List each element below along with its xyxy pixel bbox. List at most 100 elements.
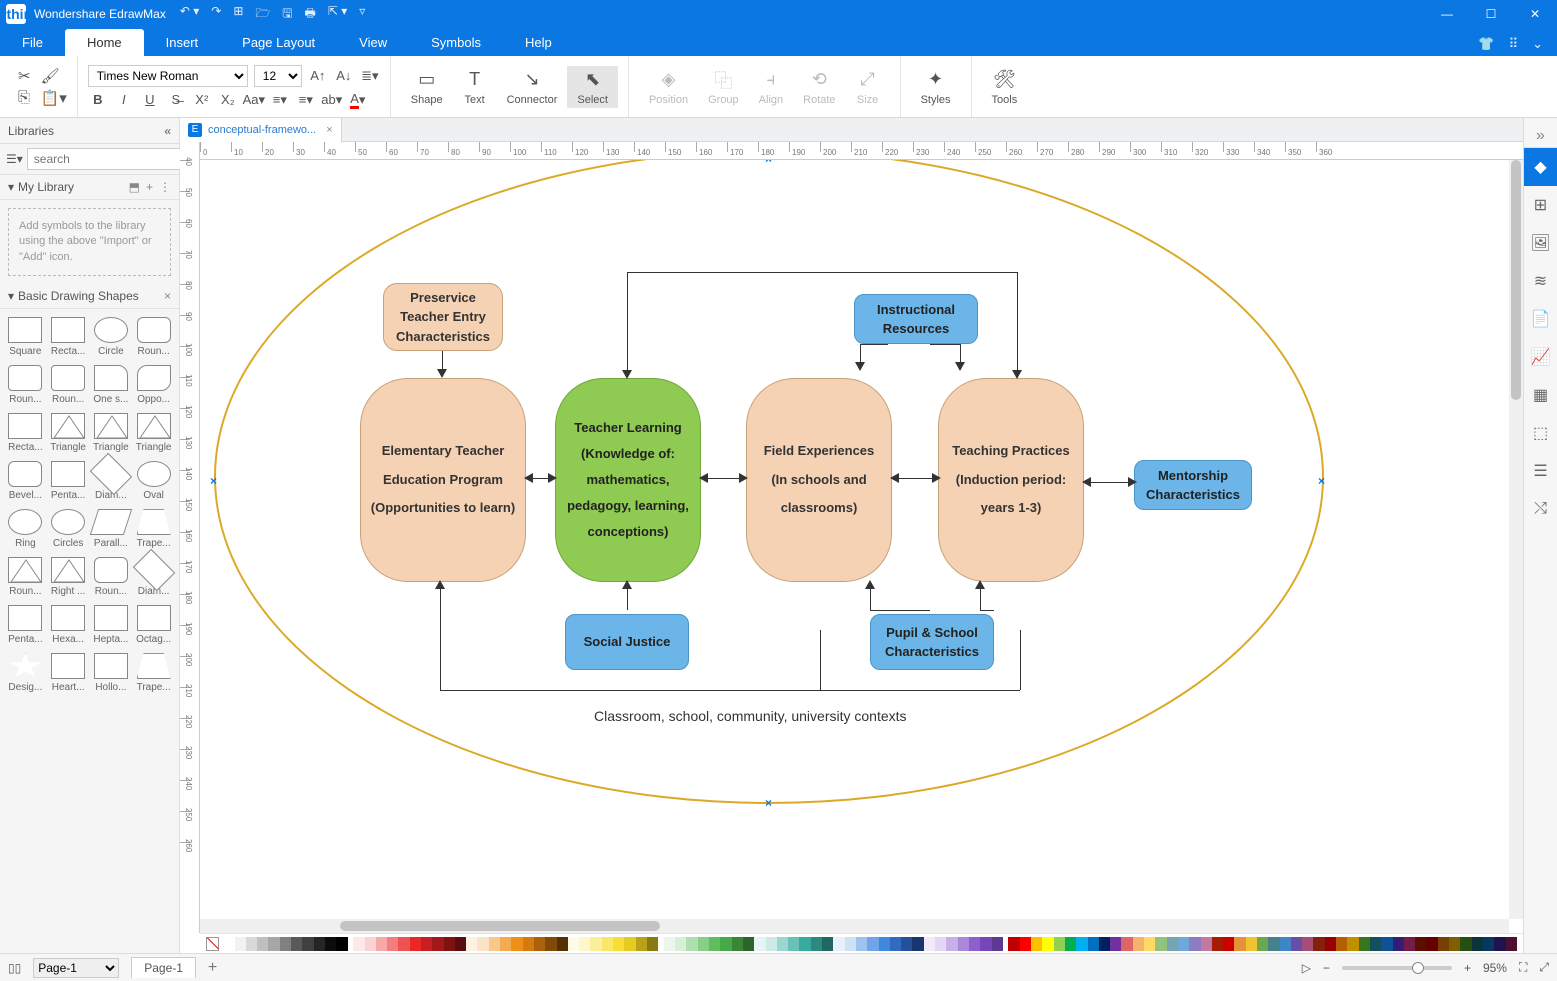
- shape-item[interactable]: Hexa...: [47, 601, 90, 649]
- connector[interactable]: [627, 272, 628, 372]
- shape-item[interactable]: Triangle: [90, 409, 133, 457]
- color-swatch[interactable]: [268, 937, 279, 951]
- color-swatch[interactable]: [1257, 937, 1268, 951]
- apps-icon[interactable]: ⠿: [1509, 36, 1519, 52]
- color-swatch[interactable]: [314, 937, 325, 951]
- color-swatch[interactable]: [980, 937, 991, 951]
- chart-icon[interactable]: 📈: [1524, 338, 1557, 376]
- library-menu-icon[interactable]: ☰▾: [6, 152, 23, 166]
- color-swatch[interactable]: [1336, 937, 1347, 951]
- color-swatch[interactable]: [1088, 937, 1099, 951]
- copy-icon[interactable]: ⎘: [18, 89, 31, 107]
- color-swatch[interactable]: [291, 937, 302, 951]
- color-swatch[interactable]: [1110, 937, 1121, 951]
- connector[interactable]: [896, 478, 934, 479]
- node-social[interactable]: Social Justice: [565, 614, 689, 670]
- connector[interactable]: [705, 478, 741, 479]
- shape-item[interactable]: Right ...: [47, 553, 90, 601]
- shape-item[interactable]: Square: [4, 313, 47, 361]
- color-swatch[interactable]: [1393, 937, 1404, 951]
- color-swatch[interactable]: [833, 937, 844, 951]
- italic-icon[interactable]: I: [114, 91, 134, 109]
- color-swatch[interactable]: [568, 937, 579, 951]
- color-swatch[interactable]: [511, 937, 522, 951]
- color-swatch[interactable]: [935, 937, 946, 951]
- color-swatch[interactable]: [1212, 937, 1223, 951]
- color-swatch[interactable]: [336, 937, 347, 951]
- shape-item[interactable]: Desig...: [4, 649, 47, 697]
- color-swatch[interactable]: [1460, 937, 1471, 951]
- color-swatch[interactable]: [387, 937, 398, 951]
- connector[interactable]: [980, 610, 994, 611]
- color-swatch[interactable]: [523, 937, 534, 951]
- color-swatch[interactable]: [969, 937, 980, 951]
- page-select[interactable]: Page-1: [33, 958, 119, 978]
- selection-handle[interactable]: ×: [765, 160, 772, 166]
- color-swatch[interactable]: [1325, 937, 1336, 951]
- color-swatch[interactable]: [602, 937, 613, 951]
- open-icon[interactable]: 🗁: [255, 4, 270, 25]
- color-swatch[interactable]: [867, 937, 878, 951]
- zoom-slider[interactable]: [1342, 966, 1452, 970]
- color-swatch[interactable]: [1133, 937, 1144, 951]
- color-swatch[interactable]: [246, 937, 257, 951]
- color-swatch[interactable]: [912, 937, 923, 951]
- shape-item[interactable]: Recta...: [4, 409, 47, 457]
- connector[interactable]: [627, 272, 1017, 273]
- color-swatch[interactable]: [664, 937, 675, 951]
- slider-thumb[interactable]: [1412, 962, 1424, 974]
- color-swatch[interactable]: [1347, 937, 1358, 951]
- shape-item[interactable]: Octag...: [132, 601, 175, 649]
- chevron-down-icon[interactable]: ▾: [8, 180, 14, 194]
- position-tool[interactable]: ◈Position: [639, 66, 698, 108]
- scroll-thumb[interactable]: [340, 921, 660, 931]
- zoom-out-icon[interactable]: −: [1323, 961, 1330, 975]
- shape-item[interactable]: Hollo...: [90, 649, 133, 697]
- color-swatch[interactable]: [1381, 937, 1392, 951]
- connector[interactable]: [440, 584, 441, 690]
- add-page-button[interactable]: +: [208, 959, 217, 977]
- shape-item[interactable]: One s...: [90, 361, 133, 409]
- color-swatch[interactable]: [890, 937, 901, 951]
- close-button[interactable]: ✕: [1513, 0, 1557, 28]
- export-icon[interactable]: ⇱ ▾: [328, 4, 347, 25]
- color-swatch[interactable]: [698, 937, 709, 951]
- connector[interactable]: [1017, 272, 1018, 372]
- font-name-select[interactable]: Times New Roman: [88, 65, 248, 87]
- color-swatch[interactable]: [845, 937, 856, 951]
- color-swatch[interactable]: [1506, 937, 1517, 951]
- color-swatch[interactable]: [1189, 937, 1200, 951]
- tshirt-icon[interactable]: 👕: [1478, 36, 1494, 52]
- line-spacing-icon[interactable]: ≡▾: [270, 91, 290, 109]
- color-swatch[interactable]: [1144, 937, 1155, 951]
- collapse-left-icon[interactable]: «: [164, 124, 171, 138]
- node-learning[interactable]: Teacher Learning (Knowledge of: mathemat…: [555, 378, 701, 582]
- rotate-tool[interactable]: ⟲Rotate: [793, 66, 845, 108]
- fullscreen-icon[interactable]: ⤢: [1539, 960, 1549, 975]
- color-swatch[interactable]: [590, 937, 601, 951]
- color-swatch[interactable]: [613, 937, 624, 951]
- color-swatch[interactable]: [302, 937, 313, 951]
- color-swatch[interactable]: [534, 937, 545, 951]
- color-swatch[interactable]: [398, 937, 409, 951]
- paste-icon[interactable]: 📋▾: [41, 89, 67, 107]
- color-swatch[interactable]: [280, 937, 291, 951]
- strike-icon[interactable]: S̶: [166, 91, 186, 109]
- color-swatch[interactable]: [924, 937, 935, 951]
- color-swatch[interactable]: [477, 937, 488, 951]
- color-swatch[interactable]: [365, 937, 376, 951]
- connector[interactable]: [930, 344, 960, 345]
- color-swatch[interactable]: [901, 937, 912, 951]
- import-icon[interactable]: ⬒: [129, 180, 140, 194]
- color-swatch[interactable]: [489, 937, 500, 951]
- shape-item[interactable]: Roun...: [90, 553, 133, 601]
- expand-right-icon[interactable]: »: [1524, 124, 1557, 148]
- tab-view[interactable]: View: [337, 29, 409, 56]
- color-swatch[interactable]: [557, 937, 568, 951]
- bullets-icon[interactable]: ≣▾: [360, 67, 380, 85]
- shape-item[interactable]: Roun...: [132, 313, 175, 361]
- decrease-font-icon[interactable]: A↓: [334, 67, 354, 85]
- color-swatch[interactable]: [1031, 937, 1042, 951]
- clipart-icon[interactable]: ⬚: [1524, 414, 1557, 452]
- font-size-select[interactable]: 12: [254, 65, 302, 87]
